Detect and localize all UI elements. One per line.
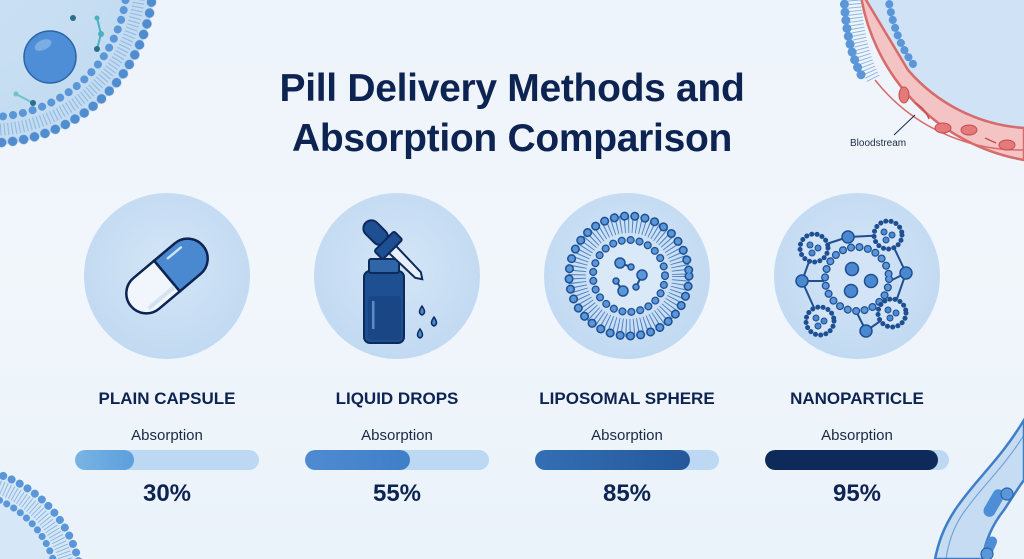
absorption-bar <box>305 450 489 470</box>
absorption-label: Absorption <box>821 427 893 444</box>
method-card-nanoparticle: NANOPARTICLE Absorption 95% <box>763 193 951 513</box>
method-card-plain-capsule: PLAIN CAPSULE Absorption 30% <box>73 193 261 513</box>
title-line-2: Absorption Comparison <box>291 117 733 160</box>
absorption-value: 55% <box>372 480 422 507</box>
absorption-bar <box>765 450 949 470</box>
cell-membrane-top-left-illustration <box>0 0 157 148</box>
absorption-bar-fill <box>535 450 690 470</box>
method-name: PLAIN CAPSULE <box>98 389 236 408</box>
absorption-value: 30% <box>142 480 192 507</box>
absorption-value: 95% <box>832 480 882 507</box>
absorption-label: Absorption <box>131 427 203 444</box>
dropper-bottle-icon <box>362 219 438 344</box>
bloodstream-label: Bloodstream <box>850 138 907 149</box>
page-title: Pill Delivery Methods and Absorption Com… <box>0 64 1024 164</box>
absorption-bar-fill <box>765 450 938 470</box>
absorption-bar <box>535 450 719 470</box>
method-icon-circle <box>73 193 261 373</box>
cell-membrane-bottom-left-illustration <box>0 470 83 559</box>
method-card-liquid-drops: LIQUID DROPS Absorption 55% <box>303 193 491 513</box>
blood-vessel-bottom-right-illustration <box>933 417 1024 559</box>
nanoparticle-icon <box>795 218 913 338</box>
liposome-icon <box>564 211 694 341</box>
absorption-label: Absorption <box>591 427 663 444</box>
method-card-liposomal-sphere: LIPOSOMAL SPHERE Absorption 85% <box>533 193 721 513</box>
bloodstream-illustration <box>839 0 1024 162</box>
absorption-label: Absorption <box>361 427 433 444</box>
method-name: LIPOSOMAL SPHERE <box>539 389 715 408</box>
method-icon-circle <box>303 193 491 373</box>
absorption-bar-fill <box>75 450 134 470</box>
absorption-bar <box>75 450 259 470</box>
absorption-value: 85% <box>602 480 652 507</box>
capsule-icon <box>125 237 209 315</box>
method-name: NANOPARTICLE <box>790 389 924 408</box>
absorption-bar-fill <box>305 450 410 470</box>
method-icon-circle <box>763 193 951 373</box>
method-icon-circle <box>533 193 721 373</box>
title-line-1: Pill Delivery Methods and <box>279 67 745 110</box>
method-name: LIQUID DROPS <box>335 389 459 408</box>
